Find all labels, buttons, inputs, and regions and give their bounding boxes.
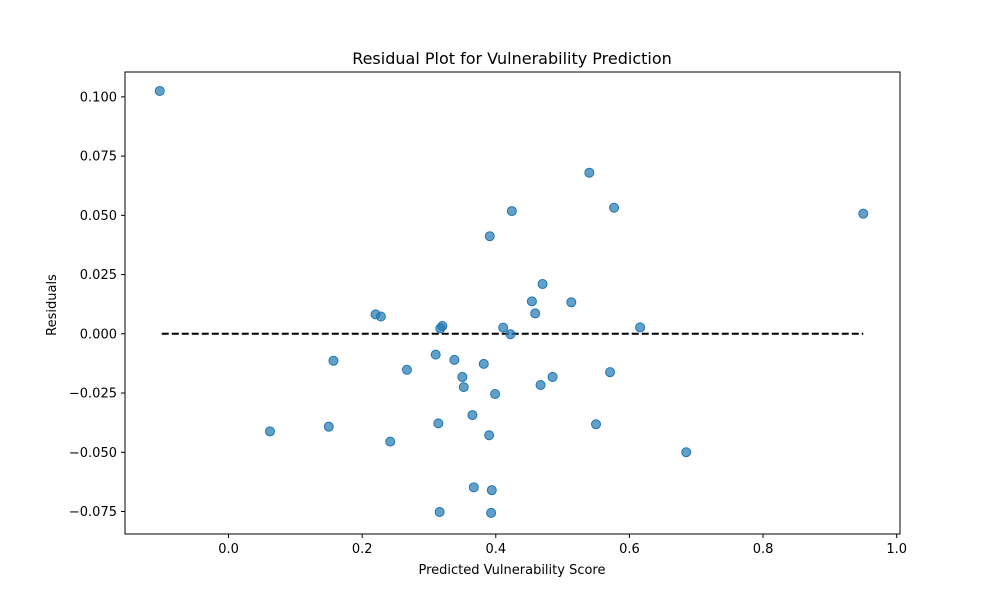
data-point xyxy=(484,430,495,441)
y-tick-label: 0.000 xyxy=(80,327,117,342)
data-point xyxy=(605,367,616,378)
data-point xyxy=(498,322,509,333)
data-point xyxy=(401,364,412,375)
data-point xyxy=(430,349,441,360)
data-point xyxy=(434,506,445,517)
data-point xyxy=(375,311,386,322)
data-point xyxy=(435,323,446,334)
data-point xyxy=(635,322,646,333)
data-point xyxy=(526,296,537,307)
y-tick-label: −0.050 xyxy=(69,446,117,461)
data-point xyxy=(486,485,497,496)
data-point xyxy=(609,202,620,213)
data-point xyxy=(433,418,444,429)
data-point xyxy=(457,371,468,382)
x-axis-label: Predicted Vulnerability Score xyxy=(419,563,606,578)
chart-title: Residual Plot for Vulnerability Predicti… xyxy=(352,49,672,68)
data-point xyxy=(584,167,595,178)
y-tick-label: 0.050 xyxy=(80,209,117,224)
data-point xyxy=(458,382,469,393)
data-point xyxy=(505,329,516,340)
data-point xyxy=(467,410,478,421)
data-point xyxy=(681,447,692,458)
data-point xyxy=(506,206,517,217)
data-point xyxy=(468,482,479,493)
data-point xyxy=(591,419,602,430)
x-tick-label: 0.2 xyxy=(352,542,373,557)
x-tick-label: 0.0 xyxy=(218,542,239,557)
plot-area xyxy=(124,71,901,535)
x-tick-label: 0.8 xyxy=(753,542,774,557)
data-points xyxy=(154,85,869,518)
data-point xyxy=(547,371,558,382)
data-point xyxy=(535,379,546,390)
plot-frame xyxy=(124,71,901,535)
y-axis: −0.075 −0.050 −0.025 0.000 0.025 0.050 0.075 0.… xyxy=(69,90,125,520)
data-point xyxy=(478,358,489,369)
data-point xyxy=(490,388,501,399)
y-tick-label: 0.100 xyxy=(80,90,117,105)
data-point xyxy=(323,421,334,432)
x-tick-label: 0.4 xyxy=(485,542,506,557)
data-point xyxy=(385,436,396,447)
data-point xyxy=(484,231,495,242)
data-point xyxy=(154,85,165,96)
data-point xyxy=(858,208,869,219)
data-point xyxy=(537,279,548,290)
y-tick-label: 0.025 xyxy=(80,268,117,283)
data-point xyxy=(486,507,497,518)
data-point xyxy=(566,297,577,308)
y-axis-label: Residuals xyxy=(45,274,60,336)
data-point xyxy=(530,308,541,319)
data-point xyxy=(328,355,339,366)
x-tick-label: 1.0 xyxy=(886,542,907,557)
y-tick-label: −0.025 xyxy=(69,387,117,402)
y-tick-label: −0.075 xyxy=(69,505,117,520)
data-point xyxy=(264,426,275,437)
data-point xyxy=(449,354,460,365)
y-tick-label: 0.075 xyxy=(80,150,117,165)
x-tick-label: 0.6 xyxy=(619,542,640,557)
x-axis: 0.0 0.2 0.4 0.6 0.8 1.0 xyxy=(218,534,907,557)
